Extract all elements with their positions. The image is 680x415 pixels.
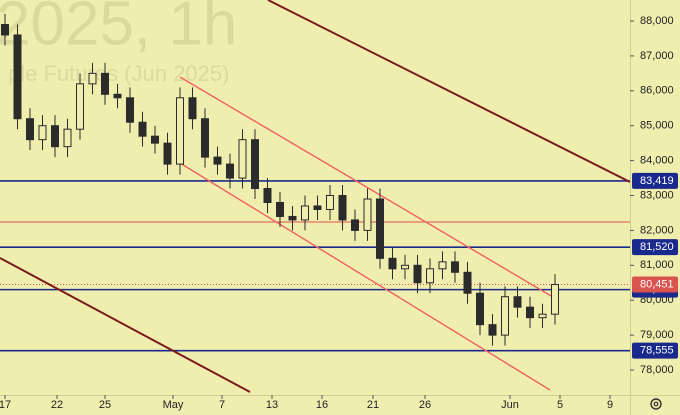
level-label: 81,520 (640, 241, 674, 253)
x-tick-label: 21 (367, 399, 379, 411)
candle-body (151, 135, 159, 144)
x-tick-label: Jun (501, 399, 519, 411)
level-label: 83,419 (640, 175, 674, 187)
candle-body (488, 324, 497, 336)
trend-line (179, 162, 551, 391)
candle-body (76, 83, 84, 130)
plot-area (0, 0, 630, 393)
candle-body (551, 284, 559, 315)
x-tick-label: 13 (266, 399, 278, 411)
candle-body (138, 121, 147, 137)
x-tick-label: 5 (557, 399, 563, 411)
candle-body (313, 205, 322, 210)
candle-body (451, 261, 459, 273)
candle-body (438, 261, 447, 270)
candle-body (476, 292, 484, 326)
x-tick-label: 7 (219, 399, 225, 411)
watermark-title: 2025, 1h (0, 0, 237, 58)
price-label: 80,451 (640, 278, 674, 290)
candle-body (526, 306, 534, 319)
y-tick-label: 79,000 (640, 329, 674, 341)
candle-body (38, 125, 47, 141)
candle-body (363, 198, 372, 231)
candle-body (188, 97, 197, 120)
x-tick-label: 9 (607, 399, 613, 411)
candle-body (351, 219, 359, 231)
y-tick-label: 83,000 (640, 189, 674, 201)
candle-body (513, 296, 522, 308)
watermark-subtitle: ple Futures (Jun 2025) (8, 61, 229, 86)
candle-body (176, 97, 184, 165)
candle-body (101, 72, 109, 95)
candle-body (63, 128, 72, 148)
x-tick-label: May (163, 399, 184, 411)
candle-body (326, 195, 334, 210)
y-tick-label: 82,000 (640, 224, 674, 236)
price-label-box (632, 276, 678, 293)
candle-body (126, 97, 134, 123)
candle-body (288, 215, 297, 221)
trend-line (0, 257, 251, 393)
candle-body (1, 23, 9, 36)
x-tick-label: 16 (316, 399, 328, 411)
candle-body (163, 142, 172, 165)
y-tick-label: 84,000 (640, 155, 674, 167)
y-tick-label: 85,000 (640, 120, 674, 132)
x-tick-label: 26 (419, 399, 431, 411)
level-label-box (632, 172, 678, 189)
y-tick-label: 86,000 (640, 85, 674, 97)
trend-line (267, 0, 630, 183)
candle-body (463, 271, 472, 294)
y-tick-label: 78,000 (640, 364, 674, 376)
candle-body (276, 201, 284, 217)
candle-body (26, 118, 34, 141)
candle-body (51, 125, 59, 148)
candle-body (401, 264, 409, 270)
x-tick-label: 22 (51, 399, 63, 411)
candle-body (388, 257, 397, 270)
candle-body (251, 139, 259, 190)
y-tick-label: 81,000 (640, 259, 674, 271)
candle-body (201, 118, 209, 158)
candle-body (226, 163, 234, 179)
candle-body (113, 93, 122, 99)
candle-body (88, 72, 97, 85)
candle-body (238, 139, 247, 179)
candle-body (213, 156, 222, 165)
candle-body (301, 205, 309, 221)
settings-icon[interactable] (650, 398, 662, 410)
candle-body (376, 198, 384, 259)
y-tick-label: 88,000 (640, 15, 674, 27)
x-tick-label: 25 (99, 399, 111, 411)
level-label: 78,555 (640, 345, 674, 357)
candle-body (338, 195, 347, 221)
level-label-box (632, 342, 678, 359)
candle-body (413, 264, 422, 284)
candle-body (538, 313, 547, 319)
candle-body (263, 188, 272, 203)
level-label-box (632, 239, 678, 256)
trend-line (179, 76, 559, 301)
y-tick-label: 87,000 (640, 50, 674, 62)
candle-body (13, 34, 22, 120)
x-tick-label: 17 (0, 399, 11, 411)
candle-body (501, 296, 509, 336)
candle-body (426, 268, 434, 284)
